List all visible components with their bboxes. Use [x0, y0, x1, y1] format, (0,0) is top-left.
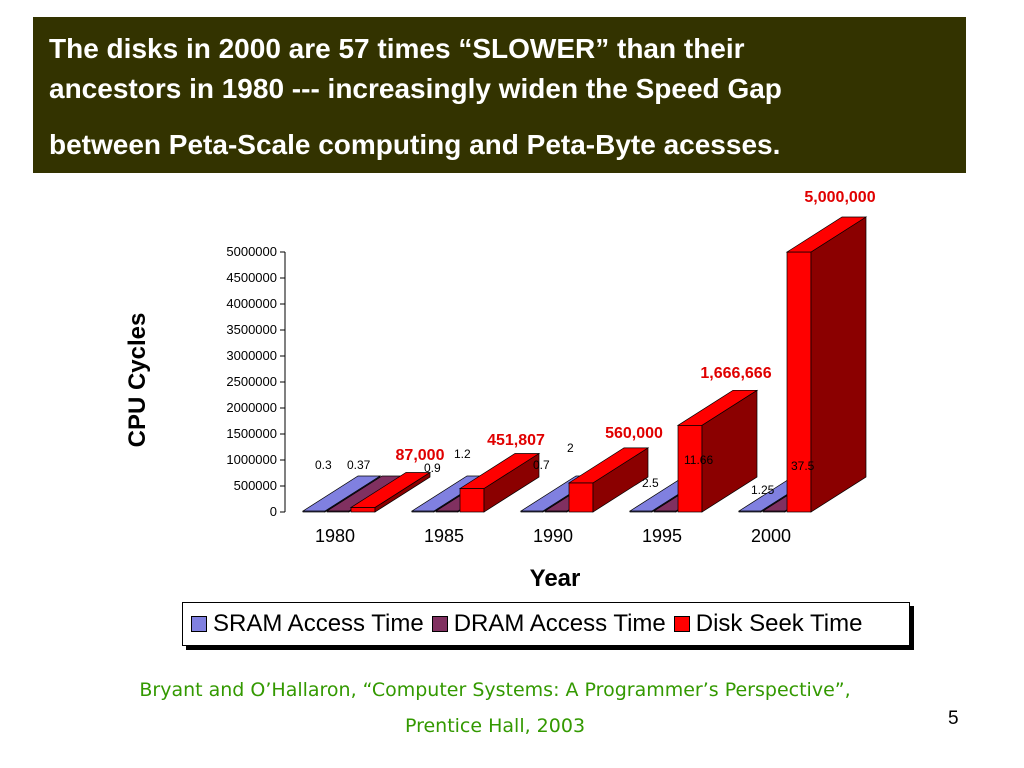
data-label-dram: 2	[567, 441, 574, 455]
legend-label-sram: SRAM Access Time	[213, 610, 424, 637]
legend-item-sram: SRAM Access Time	[191, 610, 424, 638]
bar-disk-1980-top	[349, 472, 432, 508]
bar-disk-2000-side	[810, 216, 867, 513]
citation: Bryant and O’Hallaron, “Computer Systems…	[40, 672, 950, 744]
bar-disk-1980-front	[350, 507, 376, 513]
y-tick-label: 2500000	[226, 374, 277, 389]
bar-disk-1990-front	[568, 482, 594, 513]
y-axis-label: CPU Cycles	[124, 312, 151, 448]
page-number: 5	[948, 708, 959, 729]
data-label-disk: 1,666,666	[700, 365, 771, 382]
y-tick-label: 1000000	[226, 452, 277, 467]
legend: SRAM Access Time DRAM Access Time Disk S…	[182, 602, 910, 646]
legend-item-disk: Disk Seek Time	[673, 610, 863, 638]
x-axis-label: Year	[529, 565, 581, 592]
x-tick-label: 2000	[751, 526, 791, 546]
legend-label-disk: Disk Seek Time	[695, 610, 863, 637]
y-tick-label: 500000	[234, 478, 277, 493]
y-tick-label: 4000000	[226, 296, 277, 311]
data-label-dram: 37.5	[791, 459, 815, 473]
data-label-disk: 451,807	[487, 432, 545, 449]
header-line-3: between Peta-Scale computing and Peta-By…	[49, 129, 781, 160]
x-tick-label: 1985	[424, 526, 464, 546]
x-tick-label: 1995	[642, 526, 682, 546]
bar-disk-1990-top	[567, 447, 650, 484]
data-label-dram: 1.2	[454, 447, 471, 461]
y-tick-label: 0	[270, 504, 277, 519]
citation-line-1: Bryant and O’Hallaron, “Computer Systems…	[139, 679, 851, 701]
bar-sram-1980-top	[301, 475, 382, 512]
legend-swatch-sram	[191, 616, 207, 632]
data-label-sram: 0.9	[424, 461, 441, 475]
y-tick-label: 5000000	[226, 244, 277, 259]
y-tick-label: 3500000	[226, 322, 277, 337]
citation-line-2: Prentice Hall, 2003	[404, 715, 586, 737]
legend-item-dram: DRAM Access Time	[431, 610, 666, 638]
bar-disk-1985-top	[458, 453, 541, 489]
bar-disk-2000-front	[786, 251, 812, 513]
y-tick-label: 1500000	[226, 426, 277, 441]
data-label-dram: 11.66	[684, 453, 713, 467]
data-label-sram: 0.7	[533, 458, 550, 472]
data-label-sram: 2.5	[642, 476, 659, 490]
data-label-disk: 5,000,000	[804, 189, 875, 206]
y-tick-label: 3000000	[226, 348, 277, 363]
data-label-disk: 87,000	[396, 447, 445, 464]
x-tick-label: 1980	[315, 526, 355, 546]
header-line-2: ancestors in 1980 --- increasingly widen…	[49, 73, 782, 104]
y-tick-label: 4500000	[226, 270, 277, 285]
legend-swatch-dram	[431, 616, 448, 632]
x-tick-label: 1990	[533, 526, 573, 546]
data-label-dram: 0.37	[347, 458, 371, 472]
header-box: The disks in 2000 are 57 times “SLOWER” …	[33, 17, 966, 173]
data-label-disk: 560,000	[605, 425, 663, 442]
header-line-1: The disks in 2000 are 57 times “SLOWER” …	[49, 33, 745, 64]
bar-disk-1995-front	[677, 424, 703, 513]
data-label-sram: 1.25	[751, 483, 775, 497]
bar-disk-1985-front	[459, 488, 485, 513]
legend-swatch-disk	[673, 616, 690, 632]
data-label-sram: 0.3	[315, 458, 332, 472]
bar-disk-1995-top	[676, 389, 759, 426]
legend-label-dram: DRAM Access Time	[453, 610, 666, 637]
bar-disk-2000-top	[785, 216, 868, 253]
y-tick-label: 2000000	[226, 400, 277, 415]
